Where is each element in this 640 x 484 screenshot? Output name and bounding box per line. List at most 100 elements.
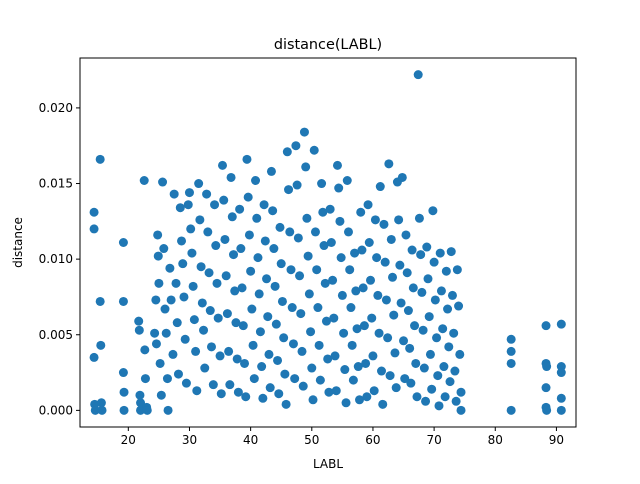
scatter-point bbox=[301, 162, 311, 172]
scatter-point bbox=[441, 266, 451, 276]
scatter-point bbox=[456, 387, 466, 397]
scatter-point bbox=[556, 405, 566, 415]
scatter-point bbox=[89, 352, 99, 362]
scatter-point bbox=[211, 241, 221, 251]
scatter-point bbox=[268, 206, 278, 216]
scatter-point bbox=[139, 176, 149, 185]
scatter-point bbox=[165, 263, 175, 273]
scatter-point bbox=[151, 339, 161, 349]
scatter-point bbox=[163, 405, 173, 415]
scatter-point bbox=[89, 207, 99, 217]
scatter-point bbox=[222, 309, 232, 319]
scatter-point bbox=[230, 286, 240, 296]
scatter-point bbox=[337, 290, 347, 300]
scatter-point bbox=[162, 374, 172, 384]
scatter-point bbox=[150, 328, 160, 338]
scatter-point bbox=[386, 234, 396, 244]
scatter-point bbox=[373, 290, 383, 300]
x-tick-label: 60 bbox=[365, 433, 380, 447]
y-axis-ticks: 0.000 0.005 0.010 0.015 0.020 bbox=[39, 101, 80, 417]
scatter-point bbox=[210, 200, 220, 210]
scatter-point bbox=[169, 189, 179, 199]
scatter-point bbox=[96, 398, 106, 408]
scatter-point bbox=[187, 248, 197, 258]
scatter-point bbox=[288, 339, 298, 349]
scatter-point bbox=[90, 405, 100, 415]
scatter-point bbox=[221, 271, 231, 281]
scatter-point bbox=[326, 238, 336, 247]
scatter-point bbox=[303, 251, 313, 261]
scatter-point bbox=[173, 369, 183, 379]
scatter-point bbox=[236, 244, 246, 254]
scatter-point bbox=[118, 238, 128, 247]
scatter-point bbox=[280, 369, 290, 379]
scatter-point bbox=[196, 262, 206, 272]
scatter-point bbox=[432, 333, 442, 343]
scatter-point bbox=[446, 247, 456, 257]
scatter-point bbox=[89, 224, 99, 234]
scatter-point bbox=[205, 306, 215, 316]
scatter-point bbox=[184, 188, 194, 198]
scatter-point bbox=[96, 340, 106, 350]
scatter-point bbox=[414, 213, 424, 223]
scatter-point bbox=[455, 349, 465, 359]
scatter-point bbox=[395, 260, 405, 270]
scatter-point bbox=[405, 343, 415, 353]
scatter-point bbox=[151, 295, 161, 305]
scatter-point bbox=[310, 227, 320, 237]
scatter-point bbox=[542, 405, 552, 415]
scatter-point bbox=[118, 368, 128, 378]
scatter-point bbox=[506, 334, 516, 344]
scatter-point bbox=[384, 159, 394, 169]
scatter-point bbox=[355, 395, 364, 405]
scatter-point bbox=[364, 238, 374, 247]
scatter-point bbox=[328, 275, 338, 285]
scatter-point bbox=[423, 274, 433, 284]
scatter-point bbox=[227, 212, 237, 222]
scatter-point bbox=[314, 340, 324, 350]
scatter-point bbox=[408, 283, 418, 293]
scatter-point bbox=[153, 230, 163, 240]
scatter-point bbox=[274, 389, 284, 399]
scatter-point bbox=[358, 283, 368, 293]
scatter-point bbox=[251, 176, 261, 185]
scatter-point bbox=[181, 378, 191, 388]
scatter-point bbox=[424, 312, 434, 322]
scatter-point bbox=[244, 230, 254, 240]
scatter-point bbox=[118, 296, 128, 306]
scatter-point bbox=[407, 245, 417, 255]
x-tick-label: 40 bbox=[243, 433, 258, 447]
scatter-point bbox=[299, 127, 309, 137]
scatter-point bbox=[97, 405, 107, 415]
scatter-point bbox=[335, 216, 345, 226]
scatter-point bbox=[447, 290, 457, 300]
scatter-point bbox=[427, 384, 437, 394]
scatter-point bbox=[177, 236, 187, 246]
scatter-point bbox=[352, 324, 362, 334]
scatter-point bbox=[391, 383, 401, 393]
scatter-point bbox=[189, 315, 199, 325]
scatter-point bbox=[542, 362, 552, 372]
scatter-point bbox=[323, 354, 333, 364]
x-axis-label: LABL bbox=[313, 457, 343, 471]
scatter-point bbox=[318, 207, 328, 217]
scatter-point bbox=[279, 333, 289, 343]
scatter-point bbox=[275, 222, 285, 232]
scatter-point bbox=[247, 304, 257, 314]
scatter-point bbox=[241, 392, 251, 402]
x-tick-label: 70 bbox=[426, 433, 441, 447]
scatter-point bbox=[343, 227, 353, 237]
scatter-point bbox=[434, 401, 444, 411]
scatter-point bbox=[290, 374, 300, 384]
scatter-point bbox=[429, 257, 439, 267]
scatter-point bbox=[186, 224, 196, 234]
scatter-point bbox=[334, 183, 344, 193]
scatter-point bbox=[285, 227, 295, 237]
scatter-point bbox=[413, 70, 423, 80]
scatter-point bbox=[366, 275, 376, 285]
y-axis-label: distance bbox=[11, 217, 25, 268]
scatter-point bbox=[454, 301, 464, 311]
scatter-point bbox=[183, 200, 193, 210]
